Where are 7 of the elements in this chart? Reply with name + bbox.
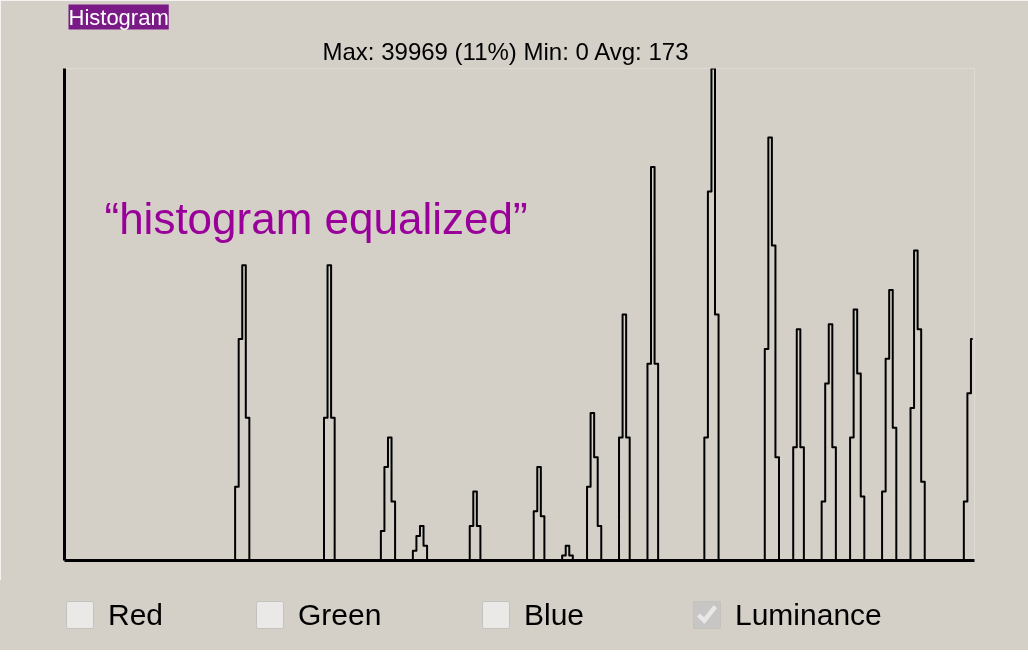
checkbox: Luminance bbox=[693, 594, 882, 637]
annotation: “histogram equalized” bbox=[104, 193, 528, 243]
checkbox: Red bbox=[66, 594, 164, 637]
checkbox: Green bbox=[256, 594, 382, 637]
chart-title: Histogram bbox=[68, 4, 169, 30]
chart-subtitle: Max: 39969 (11%) Min: 0 Avg: 173 bbox=[322, 37, 689, 65]
checkbox: Blue bbox=[482, 594, 585, 637]
